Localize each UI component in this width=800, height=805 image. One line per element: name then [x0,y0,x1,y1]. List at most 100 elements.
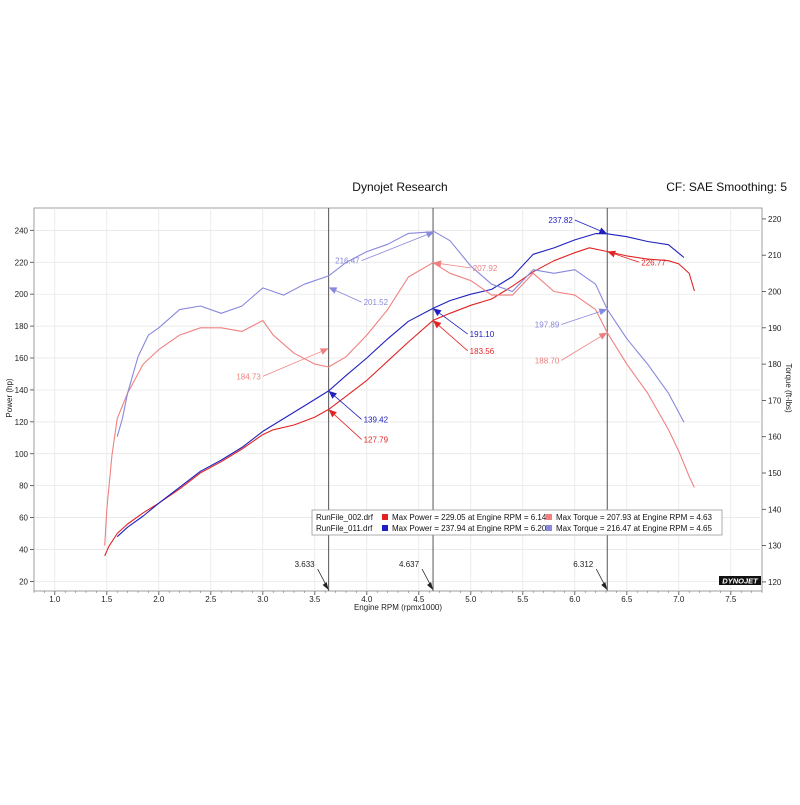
y2-tick-label-1: 130 [768,542,782,551]
y2-tick-label-6: 180 [768,360,782,369]
annotation-leader-11 [334,414,362,440]
legend-file-2: RunFile_011.drf [316,524,373,533]
y2-axis-label: Torque (ft-lbs) [784,363,793,413]
x-tick-label-2: 2.0 [153,595,165,604]
cursor-label-1: 4.637 [399,560,420,569]
legend-swatch-power-1 [382,514,388,520]
annotation-arrow-7 [433,320,442,329]
x-tick-label-8: 5.0 [465,595,477,604]
y2-tick-label-2: 140 [768,505,782,514]
dynojet-logo-text: DYNOJET [722,577,759,586]
annotation-arrow-1 [433,260,442,268]
legend-file-1: RunFile_002.drf [316,513,374,522]
x-tick-label-0: 1.0 [49,595,61,604]
legend-torque-2: Max Torque = 216.47 at Engine RPM = 4.65 [556,524,713,533]
annotation-label-8: 197.89 [535,320,560,329]
x-tick-label-13: 7.5 [725,595,737,604]
x-tick-label-10: 6.0 [569,595,581,604]
y-tick-label-7: 160 [15,354,29,363]
annotation-label-3: 226.77 [641,258,666,267]
series-line-torque-2 [104,262,695,546]
x-tick-label-9: 5.5 [517,595,529,604]
cursor-arrow-0 [322,582,329,590]
y2-tick-label-8: 200 [768,287,782,296]
annotation-leader-3 [614,253,640,263]
y-axis-label: Power (hp) [5,378,14,417]
y2-tick-label-3: 150 [768,469,782,478]
annotation-arrow-9 [598,332,608,340]
annotation-arrow-2 [598,227,608,234]
chart-subtitle: CF: SAE Smoothing: 5 [666,180,787,194]
legend: RunFile_002.drf Max Power = 229.05 at En… [311,509,723,536]
cursor-arrow-1 [427,582,434,590]
annotation-label-9: 188.70 [535,356,560,365]
annotation-arrow-10 [328,390,337,399]
annotation-leader-7 [438,325,468,352]
cursor-label-0: 3.633 [295,560,316,569]
x-axis-label: Engine RPM (rpmx1000) [354,603,442,612]
chart-title: Dynojet Research [352,180,447,194]
legend-power-2: Max Power = 237.94 at Engine RPM = 6.20 [392,524,547,533]
series-line-torque-3 [116,231,685,437]
axis-ticks: 1.0 1.5 2.0 2.5 3.0 3.5 4.0 4.5 5.0 5.5 6.0 6.5 7.0 7… [15,215,782,604]
annotation-leader-6 [439,312,468,335]
annotation-leader-4 [335,290,362,303]
annotation-label-11: 127.79 [364,435,389,444]
annotation-leader-10 [334,395,362,420]
value-annotations: 216.47 207.92 237.82 226.77 201.52 184.73 191.… [236,216,666,444]
x-tick-label-11: 6.5 [621,595,633,604]
y-tick-label-2: 60 [19,514,28,523]
annotation-arrow-6 [433,308,442,316]
legend-torque-1: Max Torque = 207.93 at Engine RPM = 4.63 [556,513,713,522]
annotation-arrow-0 [425,231,435,238]
y2-tick-label-10: 220 [768,215,782,224]
y-tick-label-3: 80 [19,482,28,491]
y2-tick-label-9: 210 [768,251,782,260]
legend-power-1: Max Power = 229.05 at Engine RPM = 6.14 [392,513,547,522]
y2-tick-label-5: 170 [768,396,782,405]
x-tick-label-12: 7.0 [673,595,685,604]
legend-swatch-torque-1 [546,514,552,520]
annotation-label-0: 216.47 [335,257,360,266]
y-tick-label-9: 200 [15,290,29,299]
annotation-arrow-11 [328,409,337,418]
legend-box [311,509,723,536]
y2-tick-label-0: 120 [768,578,782,587]
y-tick-label-4: 100 [15,450,29,459]
annotation-leader-2 [574,219,601,232]
y2-tick-label-4: 160 [768,433,782,442]
series-line-power-1 [116,233,685,538]
legend-swatch-power-2 [382,525,388,531]
legend-swatch-torque-2 [546,525,552,531]
annotation-label-6: 191.10 [470,330,495,339]
annotation-leader-0 [361,234,428,262]
cursor-arrow-2 [601,582,608,590]
annotation-label-2: 237.82 [548,216,573,225]
y-tick-label-6: 140 [15,386,29,395]
x-tick-label-5: 3.5 [309,595,321,604]
y-tick-label-5: 120 [15,418,29,427]
y-tick-label-10: 220 [15,258,29,267]
y-tick-label-8: 180 [15,322,29,331]
annotation-label-10: 139.42 [364,415,389,424]
x-tick-label-1: 1.5 [101,595,113,604]
x-tick-label-6: 4.0 [361,595,373,604]
annotation-leader-9 [561,336,601,361]
y-tick-label-1: 40 [19,546,28,555]
y2-tick-label-7: 190 [768,324,782,333]
cursor-label-2: 6.312 [573,560,594,569]
annotation-label-1: 207.92 [473,264,498,273]
annotation-arrow-8 [598,308,608,316]
annotation-leader-8 [561,311,600,325]
y-tick-label-11: 240 [15,226,29,235]
x-tick-label-3: 2.5 [205,595,217,604]
annotation-leader-1 [440,263,471,269]
annotation-arrow-3 [607,250,616,258]
x-tick-label-4: 3.0 [257,595,269,604]
y-tick-label-0: 20 [19,577,28,586]
annotation-label-4: 201.52 [364,298,389,307]
annotation-leader-5 [262,351,322,377]
annotation-label-5: 184.73 [236,372,261,381]
dynojet-logo: DYNOJET [719,576,761,586]
